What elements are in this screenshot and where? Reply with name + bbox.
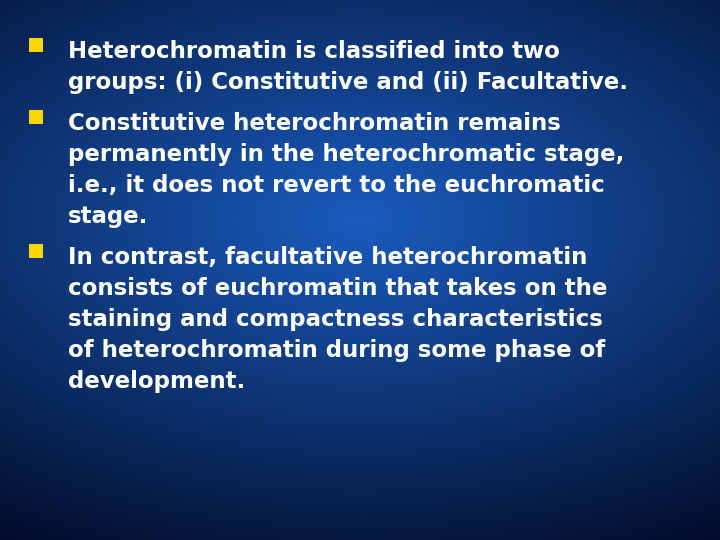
Text: In contrast, facultative heterochromatin: In contrast, facultative heterochromatin: [68, 246, 588, 269]
Text: permanently in the heterochromatic stage,: permanently in the heterochromatic stage…: [68, 143, 624, 166]
Text: consists of euchromatin that takes on the: consists of euchromatin that takes on th…: [68, 277, 608, 300]
Text: Heterochromatin is classified into two: Heterochromatin is classified into two: [68, 40, 560, 63]
Text: i.e., it does not revert to the euchromatic: i.e., it does not revert to the euchroma…: [68, 174, 605, 197]
Text: staining and compactness characteristics: staining and compactness characteristics: [68, 308, 603, 331]
Text: stage.: stage.: [68, 205, 148, 228]
Text: of heterochromatin during some phase of: of heterochromatin during some phase of: [68, 339, 606, 362]
Text: development.: development.: [68, 370, 246, 393]
Bar: [29, 244, 43, 258]
Bar: [29, 110, 43, 124]
Text: Constitutive heterochromatin remains: Constitutive heterochromatin remains: [68, 112, 561, 135]
Text: groups: (i) Constitutive and (ii) Facultative.: groups: (i) Constitutive and (ii) Facult…: [68, 71, 628, 94]
Bar: [29, 38, 43, 52]
